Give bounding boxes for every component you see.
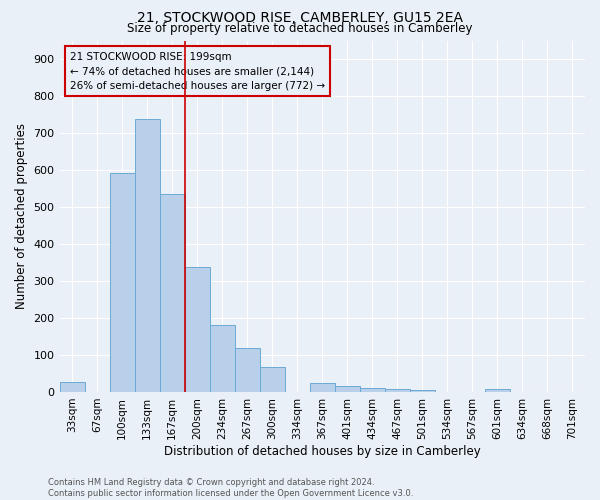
Y-axis label: Number of detached properties: Number of detached properties [15,124,28,310]
Bar [235,348,260,392]
Bar [385,389,410,392]
Bar [59,382,85,392]
Text: 21 STOCKWOOD RISE: 199sqm
← 74% of detached houses are smaller (2,144)
26% of se: 21 STOCKWOOD RISE: 199sqm ← 74% of detac… [70,52,325,91]
Bar [485,389,510,392]
Bar [110,173,134,392]
Bar [185,267,209,392]
Bar [209,326,235,392]
X-axis label: Distribution of detached houses by size in Camberley: Distribution of detached houses by size … [164,444,481,458]
Bar [310,382,335,392]
Text: Contains HM Land Registry data © Crown copyright and database right 2024.
Contai: Contains HM Land Registry data © Crown c… [48,478,413,498]
Bar [335,386,360,392]
Bar [360,388,385,392]
Bar [134,118,160,392]
Bar [160,194,185,392]
Text: Size of property relative to detached houses in Camberley: Size of property relative to detached ho… [127,22,473,35]
Bar [410,390,435,392]
Text: 21, STOCKWOOD RISE, CAMBERLEY, GU15 2EA: 21, STOCKWOOD RISE, CAMBERLEY, GU15 2EA [137,11,463,25]
Bar [260,367,285,392]
